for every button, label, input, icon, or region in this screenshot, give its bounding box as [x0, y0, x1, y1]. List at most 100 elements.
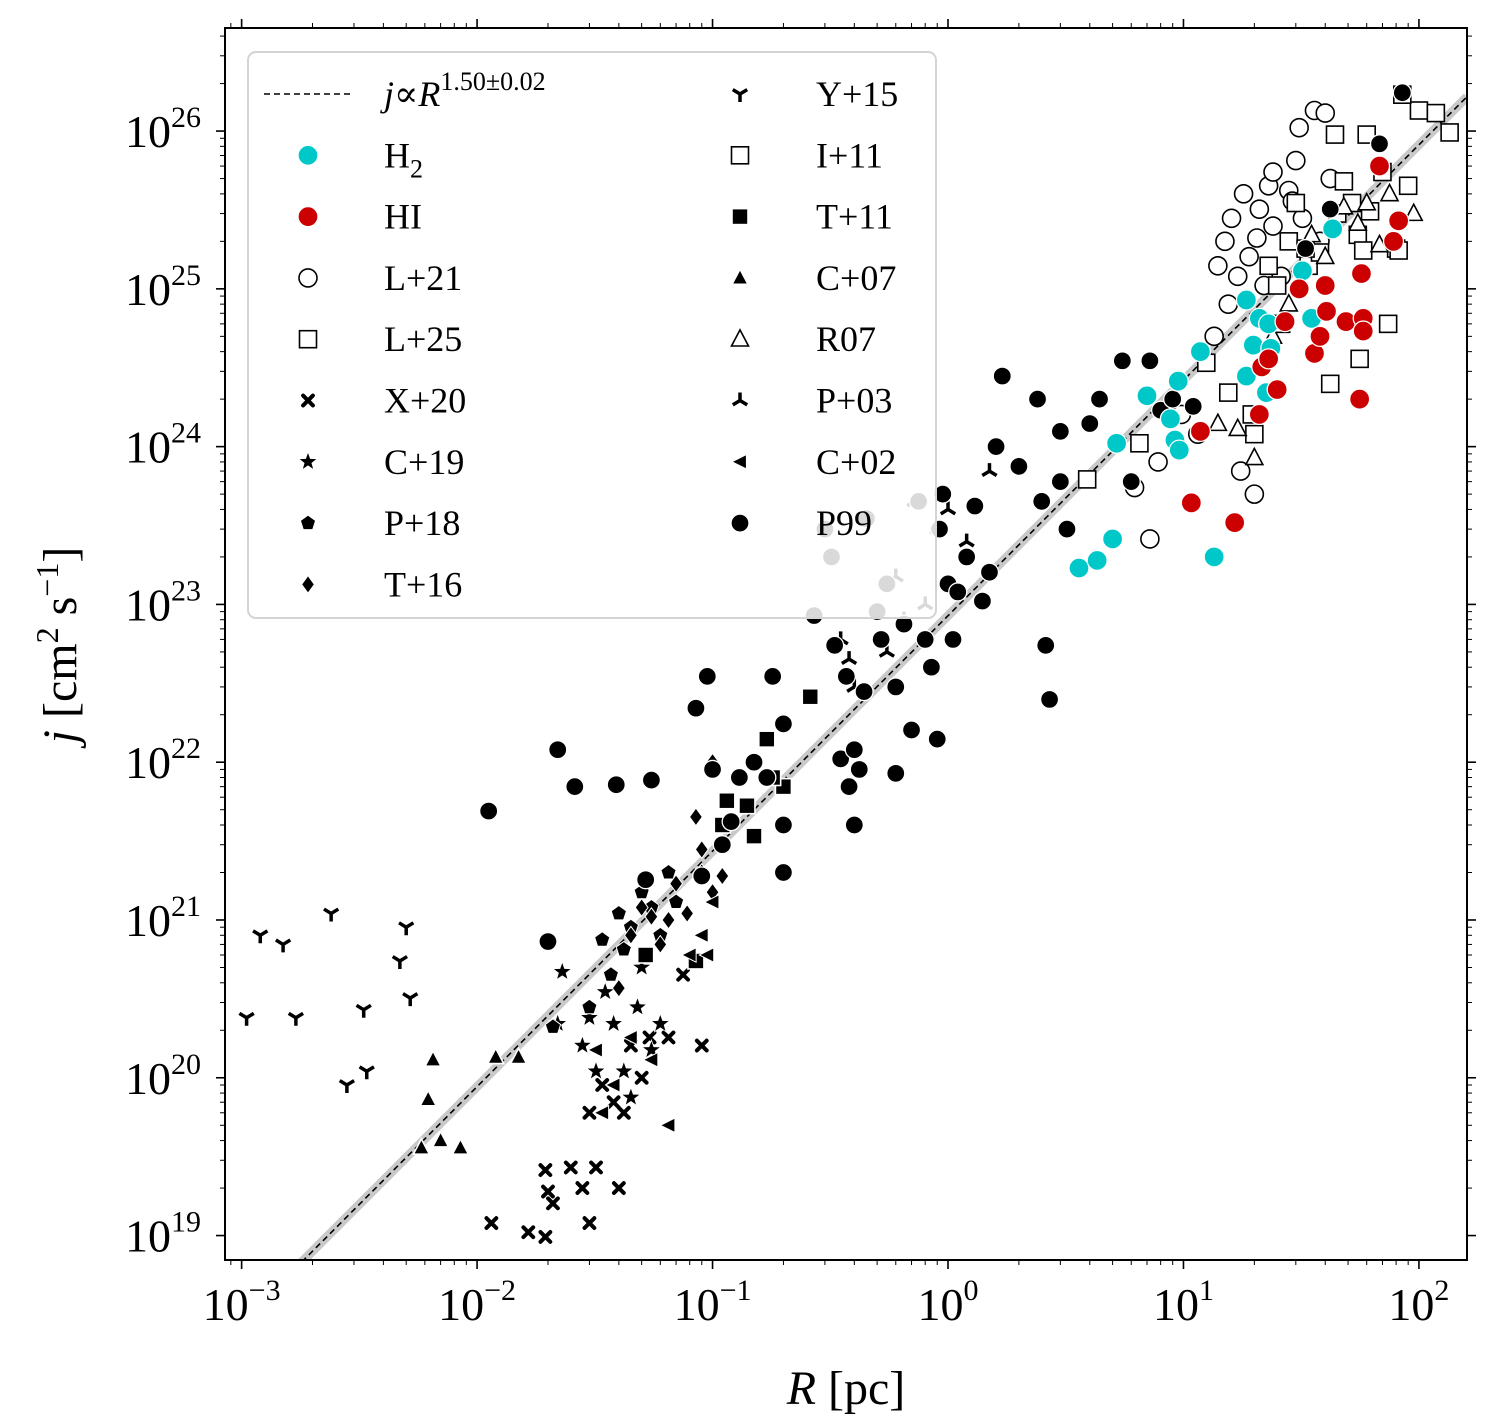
data-point — [642, 1051, 659, 1068]
data-point — [886, 677, 906, 697]
data-point — [1244, 446, 1265, 466]
axis-ticks: 10−3 10−2 10−1 100 101 102 1019 1020 1021 1022 102… — [125, 19, 1476, 1330]
data-point — [773, 714, 794, 734]
data-point — [613, 1060, 635, 1081]
data-point — [1278, 293, 1299, 312]
data-point — [1036, 635, 1056, 656]
legend-marker — [731, 207, 749, 226]
data-point — [921, 657, 942, 677]
data-point — [660, 863, 677, 880]
legend-label: L+21 — [384, 258, 462, 298]
data-point — [571, 1034, 593, 1055]
legend-label: R07 — [816, 319, 876, 359]
data-point — [621, 1029, 638, 1046]
x-axis-title: R [pc] — [786, 1362, 906, 1415]
data-point — [479, 801, 499, 821]
data-point — [620, 1086, 642, 1107]
data-point — [521, 1225, 536, 1240]
data-point — [1286, 193, 1306, 213]
data-point — [763, 666, 783, 687]
data-point — [594, 931, 611, 947]
data-point — [1204, 326, 1224, 347]
data-point — [1409, 101, 1429, 120]
data-point — [659, 1117, 676, 1134]
data-point — [1136, 385, 1158, 407]
data-point — [538, 1163, 553, 1177]
data-point — [694, 1038, 709, 1053]
data-point — [1159, 408, 1182, 430]
x-tick-label: 10−2 — [438, 1274, 516, 1330]
data-point — [548, 740, 568, 760]
data-point — [661, 910, 676, 930]
data-point — [604, 1076, 621, 1094]
legend-marker — [730, 146, 750, 165]
data-point — [1356, 191, 1377, 211]
data-point — [1247, 228, 1267, 248]
data-point — [915, 629, 935, 650]
data-point — [1288, 278, 1310, 300]
legend-marker — [301, 393, 315, 408]
data-point — [721, 812, 741, 832]
data-point — [634, 897, 649, 918]
data-point — [981, 463, 998, 477]
legend-entry: C+07 — [730, 258, 896, 298]
legend-entry: HI — [297, 197, 422, 237]
legend-entry: P99 — [730, 503, 872, 543]
data-point — [1309, 325, 1331, 347]
data-point — [1392, 83, 1412, 103]
data-point — [509, 1046, 528, 1065]
data-point — [606, 1095, 621, 1110]
data-point — [412, 1137, 431, 1155]
data-point — [667, 893, 685, 909]
series-r07 — [1208, 182, 1424, 466]
data-point — [423, 1049, 443, 1067]
data-point — [1295, 238, 1316, 259]
data-point — [703, 894, 720, 911]
data-point — [824, 635, 845, 656]
data-point — [551, 960, 573, 981]
data-point — [692, 927, 709, 944]
data-point — [451, 1137, 470, 1155]
legend-label: P+18 — [384, 503, 460, 543]
data-point — [1208, 255, 1228, 276]
data-point — [1218, 294, 1239, 314]
data-point — [1218, 383, 1238, 402]
data-point — [840, 651, 858, 666]
y-tick-label: 1022 — [125, 732, 201, 788]
legend-marker — [730, 513, 750, 533]
legend-entry: L+21 — [298, 258, 462, 298]
data-point — [943, 629, 963, 650]
legend-label: C+02 — [816, 442, 896, 482]
y-tick-label: 1025 — [125, 259, 201, 315]
data-point — [641, 770, 662, 790]
data-point — [854, 682, 874, 702]
data-point — [606, 775, 626, 795]
data-point — [1101, 528, 1124, 550]
data-point — [1426, 103, 1446, 123]
data-point — [1230, 461, 1251, 481]
legend-marker — [297, 205, 319, 228]
data-point — [745, 827, 763, 845]
data-point — [694, 839, 709, 860]
data-point — [593, 1104, 610, 1121]
legend-entry: X+20 — [301, 381, 466, 421]
data-point — [1320, 199, 1340, 219]
data-point — [1263, 216, 1283, 236]
data-point — [1315, 103, 1336, 123]
data-point — [1189, 420, 1212, 442]
data-point — [1077, 470, 1097, 489]
data-point — [602, 966, 620, 982]
series-hi — [1180, 155, 1410, 534]
legend-marker — [731, 392, 749, 407]
data-point — [1112, 351, 1132, 371]
data-point — [676, 967, 691, 982]
data-point — [1403, 202, 1424, 222]
data-point — [541, 1184, 555, 1199]
data-point — [844, 740, 864, 760]
data-point — [773, 815, 794, 835]
legend-label: H2 — [384, 135, 423, 183]
data-point — [398, 921, 415, 936]
data-point — [611, 978, 626, 998]
data-point — [1353, 241, 1373, 260]
data-point — [1249, 199, 1270, 219]
